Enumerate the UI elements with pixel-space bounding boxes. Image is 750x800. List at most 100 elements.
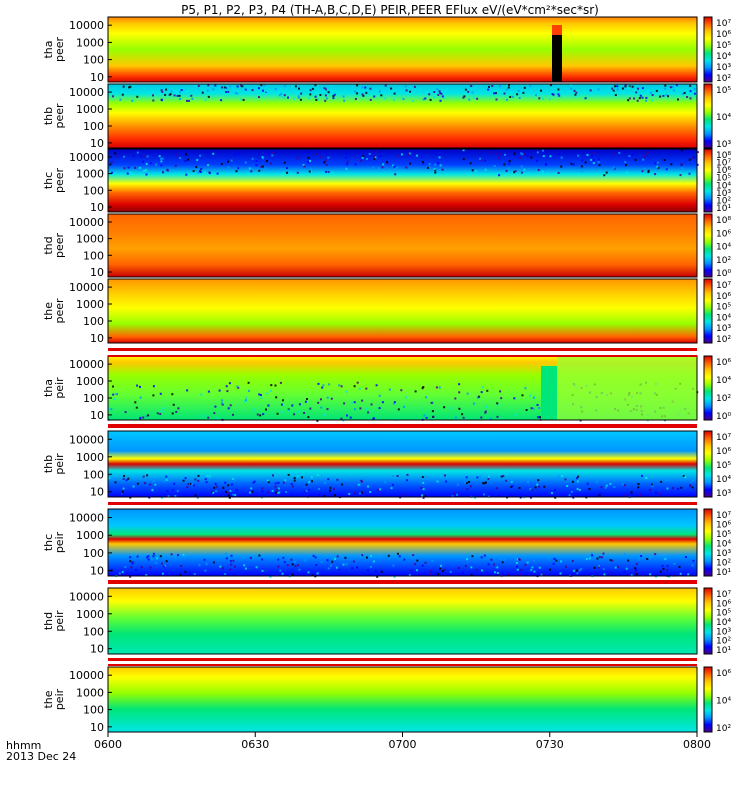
y-tick-label: 10000	[69, 358, 104, 371]
y-tick-label: 10	[90, 565, 104, 578]
y-axis-label: thapeer	[42, 37, 66, 63]
colorbar	[703, 508, 713, 577]
colorbar-tick-label: 10⁵	[716, 461, 731, 471]
colorbar-tick-label: 10¹	[716, 646, 731, 656]
y-axis-label: thcpeer	[42, 168, 66, 194]
colorbar-tick-label: 10⁵	[716, 609, 731, 619]
colorbar-tick-label: 10⁴	[716, 181, 731, 191]
y-axis-label: thcpeir	[42, 531, 66, 553]
colorbar-tick-label: 10⁴	[716, 52, 731, 62]
y-tick-label: 100	[83, 249, 104, 262]
colorbar-tick-label: 10⁴	[716, 313, 731, 323]
y-tick-label: 10000	[69, 512, 104, 525]
y-tick-label: 1000	[76, 529, 104, 542]
heatmap-the-peer	[108, 279, 697, 343]
interpanel-bar	[108, 348, 697, 351]
y-tick-label: 10000	[69, 281, 104, 294]
y-tick-label: 10000	[69, 590, 104, 603]
heatmap-tha-peer	[108, 17, 697, 82]
colorbar-tick-label: 10⁷	[716, 281, 731, 291]
colorbar-tick-label: 10⁴	[716, 697, 731, 707]
y-tick-label: 10	[90, 643, 104, 656]
colorbar-tick-label: 10⁶	[716, 447, 731, 457]
colorbar-tick-label: 10⁴	[716, 618, 731, 628]
colorbar	[703, 587, 713, 655]
colorbar-tick-label: 10²	[716, 335, 731, 345]
colorbar-tick-label: 10⁰	[716, 269, 731, 279]
x-axis-label-date: 2013 Dec 24	[6, 750, 76, 763]
y-tick-label: 1000	[76, 608, 104, 621]
colorbar-tick-label: 10³	[716, 189, 731, 199]
colorbar-tick-label: 10⁵	[716, 303, 731, 313]
heatmap-texture	[110, 552, 695, 578]
heatmap-thc-peer	[108, 149, 697, 212]
colorbar-tick-label: 10⁵	[716, 86, 731, 96]
colorbar-tick-label: 10¹	[716, 568, 731, 578]
y-tick-label: 1000	[76, 451, 104, 464]
colorbar	[703, 666, 713, 733]
panel-frame	[107, 587, 698, 655]
colorbar-tick-label: 10²	[716, 256, 731, 266]
colorbar-tick-label: 10³	[716, 627, 731, 637]
colorbar-tick-label: 10²	[716, 637, 731, 647]
colorbar	[703, 213, 713, 278]
colorbar-tick-label: 10⁴	[716, 540, 731, 550]
y-tick-label: 10000	[69, 216, 104, 229]
panel-stack: 10100100010000thapeer10²10³10⁴10⁵10⁶10⁷1…	[42, 16, 731, 734]
y-tick-label: 1000	[76, 298, 104, 311]
time-axis: hhmm 2013 Dec 24 0600 0630 0700 0730 0800	[6, 732, 711, 763]
colorbar	[703, 430, 713, 498]
y-axis-label: thbpeer	[42, 103, 66, 129]
colorbar-tick-label: 10⁷	[716, 433, 731, 443]
y-tick-label: 1000	[76, 36, 104, 49]
uniform-region	[557, 356, 697, 420]
y-tick-label: 100	[83, 547, 104, 560]
y-tick-label: 1000	[76, 233, 104, 246]
x-tick-label: 0800	[683, 738, 711, 751]
colorbar-tick-label: 10⁸	[716, 216, 731, 226]
panel-frame	[107, 83, 698, 149]
figure-title: P5, P1, P2, P3, P4 (TH-A,B,C,D,E) PEIR,P…	[181, 3, 599, 17]
colorbar-tick-label: 10⁵	[716, 41, 731, 51]
heatmap-the-peir	[108, 667, 697, 732]
colorbar-tick-label: 10⁸	[716, 151, 731, 161]
interpanel-bar	[108, 355, 697, 357]
y-tick-label: 10000	[69, 19, 104, 32]
colorbar-tick-label: 10⁷	[716, 19, 731, 29]
colorbar	[703, 355, 713, 421]
x-tick-label: 0700	[389, 738, 417, 751]
y-axis-label: thepeir	[42, 688, 66, 710]
colorbar-tick-label: 10⁵	[716, 174, 731, 184]
y-tick-label: 10	[90, 409, 104, 422]
y-tick-label: 10	[90, 137, 104, 150]
colorbar-tick-label: 10⁷	[716, 511, 731, 521]
heatmap-texture	[109, 84, 696, 102]
colorbar-tick-label: 10²	[716, 724, 731, 734]
colorbar-tick-label: 10⁴	[716, 475, 731, 485]
colorbar	[703, 16, 713, 83]
colorbar-tick-label: 10³	[716, 63, 731, 73]
y-axis-label: thepeer	[42, 298, 66, 324]
y-tick-label: 100	[83, 392, 104, 405]
colorbar-tick-label: 10⁷	[716, 159, 731, 169]
colorbar-tick-label: 10⁶	[716, 358, 731, 368]
heatmap-thd-peir	[108, 588, 697, 654]
colorbar-tick-label: 10⁴	[716, 113, 731, 123]
y-tick-label: 10000	[69, 433, 104, 446]
panel-frame	[107, 278, 698, 344]
y-tick-label: 10000	[69, 669, 104, 682]
y-axis-label: thdpeer	[42, 233, 66, 259]
colorbar-tick-label: 10²	[716, 559, 731, 569]
colorbar-tick-label: 10³	[716, 489, 731, 499]
colorbar-tick-label: 10³	[716, 140, 731, 150]
interpanel-bar	[108, 664, 697, 666]
